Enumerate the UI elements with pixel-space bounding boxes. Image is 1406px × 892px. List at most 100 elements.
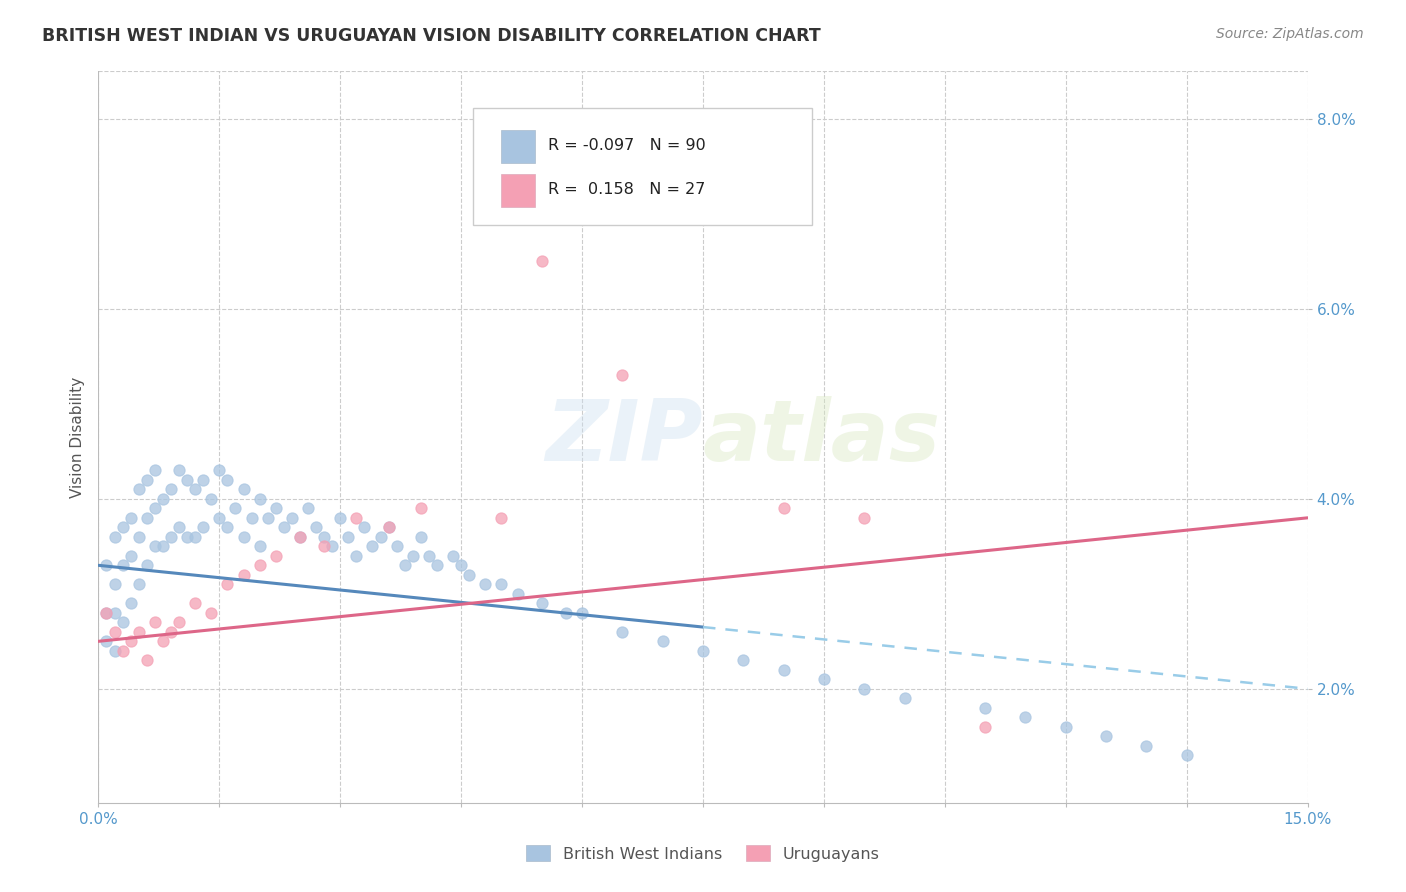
Point [217, 520, 239, 534]
Point [506, 587, 529, 601]
Point [1054, 720, 1077, 734]
Point [176, 530, 198, 544]
Point [314, 530, 336, 544]
Point [103, 606, 125, 620]
Point [224, 501, 246, 516]
Point [853, 681, 876, 696]
Point [184, 530, 207, 544]
Point [426, 558, 449, 573]
Point [612, 368, 634, 383]
Point [103, 644, 125, 658]
Point [321, 539, 343, 553]
Point [772, 501, 794, 516]
Point [111, 558, 134, 573]
Point [974, 720, 997, 734]
Point [273, 520, 295, 534]
Point [143, 539, 166, 553]
Point [217, 577, 239, 591]
Point [288, 530, 311, 544]
Point [361, 539, 384, 553]
Point [200, 491, 222, 506]
Point [103, 530, 125, 544]
Point [555, 606, 578, 620]
Text: BRITISH WEST INDIAN VS URUGUAYAN VISION DISABILITY CORRELATION CHART: BRITISH WEST INDIAN VS URUGUAYAN VISION … [42, 27, 821, 45]
Point [111, 520, 134, 534]
Point [288, 530, 311, 544]
Point [111, 615, 134, 630]
Point [167, 615, 190, 630]
Point [143, 615, 166, 630]
Text: atlas: atlas [703, 395, 941, 479]
Point [135, 511, 157, 525]
Point [813, 673, 835, 687]
Point [450, 558, 472, 573]
Point [152, 634, 174, 648]
Point [193, 520, 215, 534]
FancyBboxPatch shape [501, 174, 534, 207]
Point [152, 539, 174, 553]
Point [249, 539, 271, 553]
Point [249, 558, 271, 573]
Legend: British West Indians, Uruguayans: British West Indians, Uruguayans [520, 838, 886, 868]
Point [120, 549, 142, 563]
Point [232, 483, 254, 497]
Point [96, 558, 118, 573]
FancyBboxPatch shape [501, 130, 534, 163]
Point [111, 644, 134, 658]
Point [264, 549, 287, 563]
Point [143, 501, 166, 516]
Point [167, 520, 190, 534]
Point [160, 483, 183, 497]
Point [491, 511, 513, 525]
Point [344, 549, 367, 563]
Point [353, 520, 375, 534]
Point [152, 491, 174, 506]
Point [297, 501, 319, 516]
Point [329, 511, 352, 525]
Point [1175, 748, 1198, 763]
Point [1014, 710, 1036, 724]
Point [692, 644, 714, 658]
Point [143, 463, 166, 477]
Point [281, 511, 304, 525]
Point [128, 577, 150, 591]
Point [370, 530, 392, 544]
Point [571, 606, 593, 620]
Point [120, 596, 142, 610]
Point [232, 567, 254, 582]
Point [96, 606, 118, 620]
Point [530, 254, 553, 268]
Point [160, 624, 183, 639]
Point [394, 558, 416, 573]
Point [974, 701, 997, 715]
Point [96, 606, 118, 620]
Text: R =  0.158   N = 27: R = 0.158 N = 27 [548, 182, 706, 197]
Point [1095, 729, 1118, 743]
Point [385, 539, 408, 553]
Point [264, 501, 287, 516]
Point [651, 634, 673, 648]
Point [208, 511, 231, 525]
Point [103, 624, 125, 639]
Point [193, 473, 215, 487]
Point [474, 577, 496, 591]
Point [176, 473, 198, 487]
Point [772, 663, 794, 677]
Point [128, 624, 150, 639]
Point [344, 511, 367, 525]
Point [893, 691, 915, 706]
Point [240, 511, 263, 525]
Point [441, 549, 464, 563]
Point [409, 501, 432, 516]
Point [184, 483, 207, 497]
Point [1135, 739, 1157, 753]
Point [135, 558, 157, 573]
Point [377, 520, 399, 534]
Point [733, 653, 755, 667]
Point [160, 530, 183, 544]
Point [305, 520, 328, 534]
Point [103, 577, 125, 591]
Point [853, 511, 876, 525]
Text: ZIP: ZIP [546, 395, 703, 479]
Point [314, 539, 336, 553]
